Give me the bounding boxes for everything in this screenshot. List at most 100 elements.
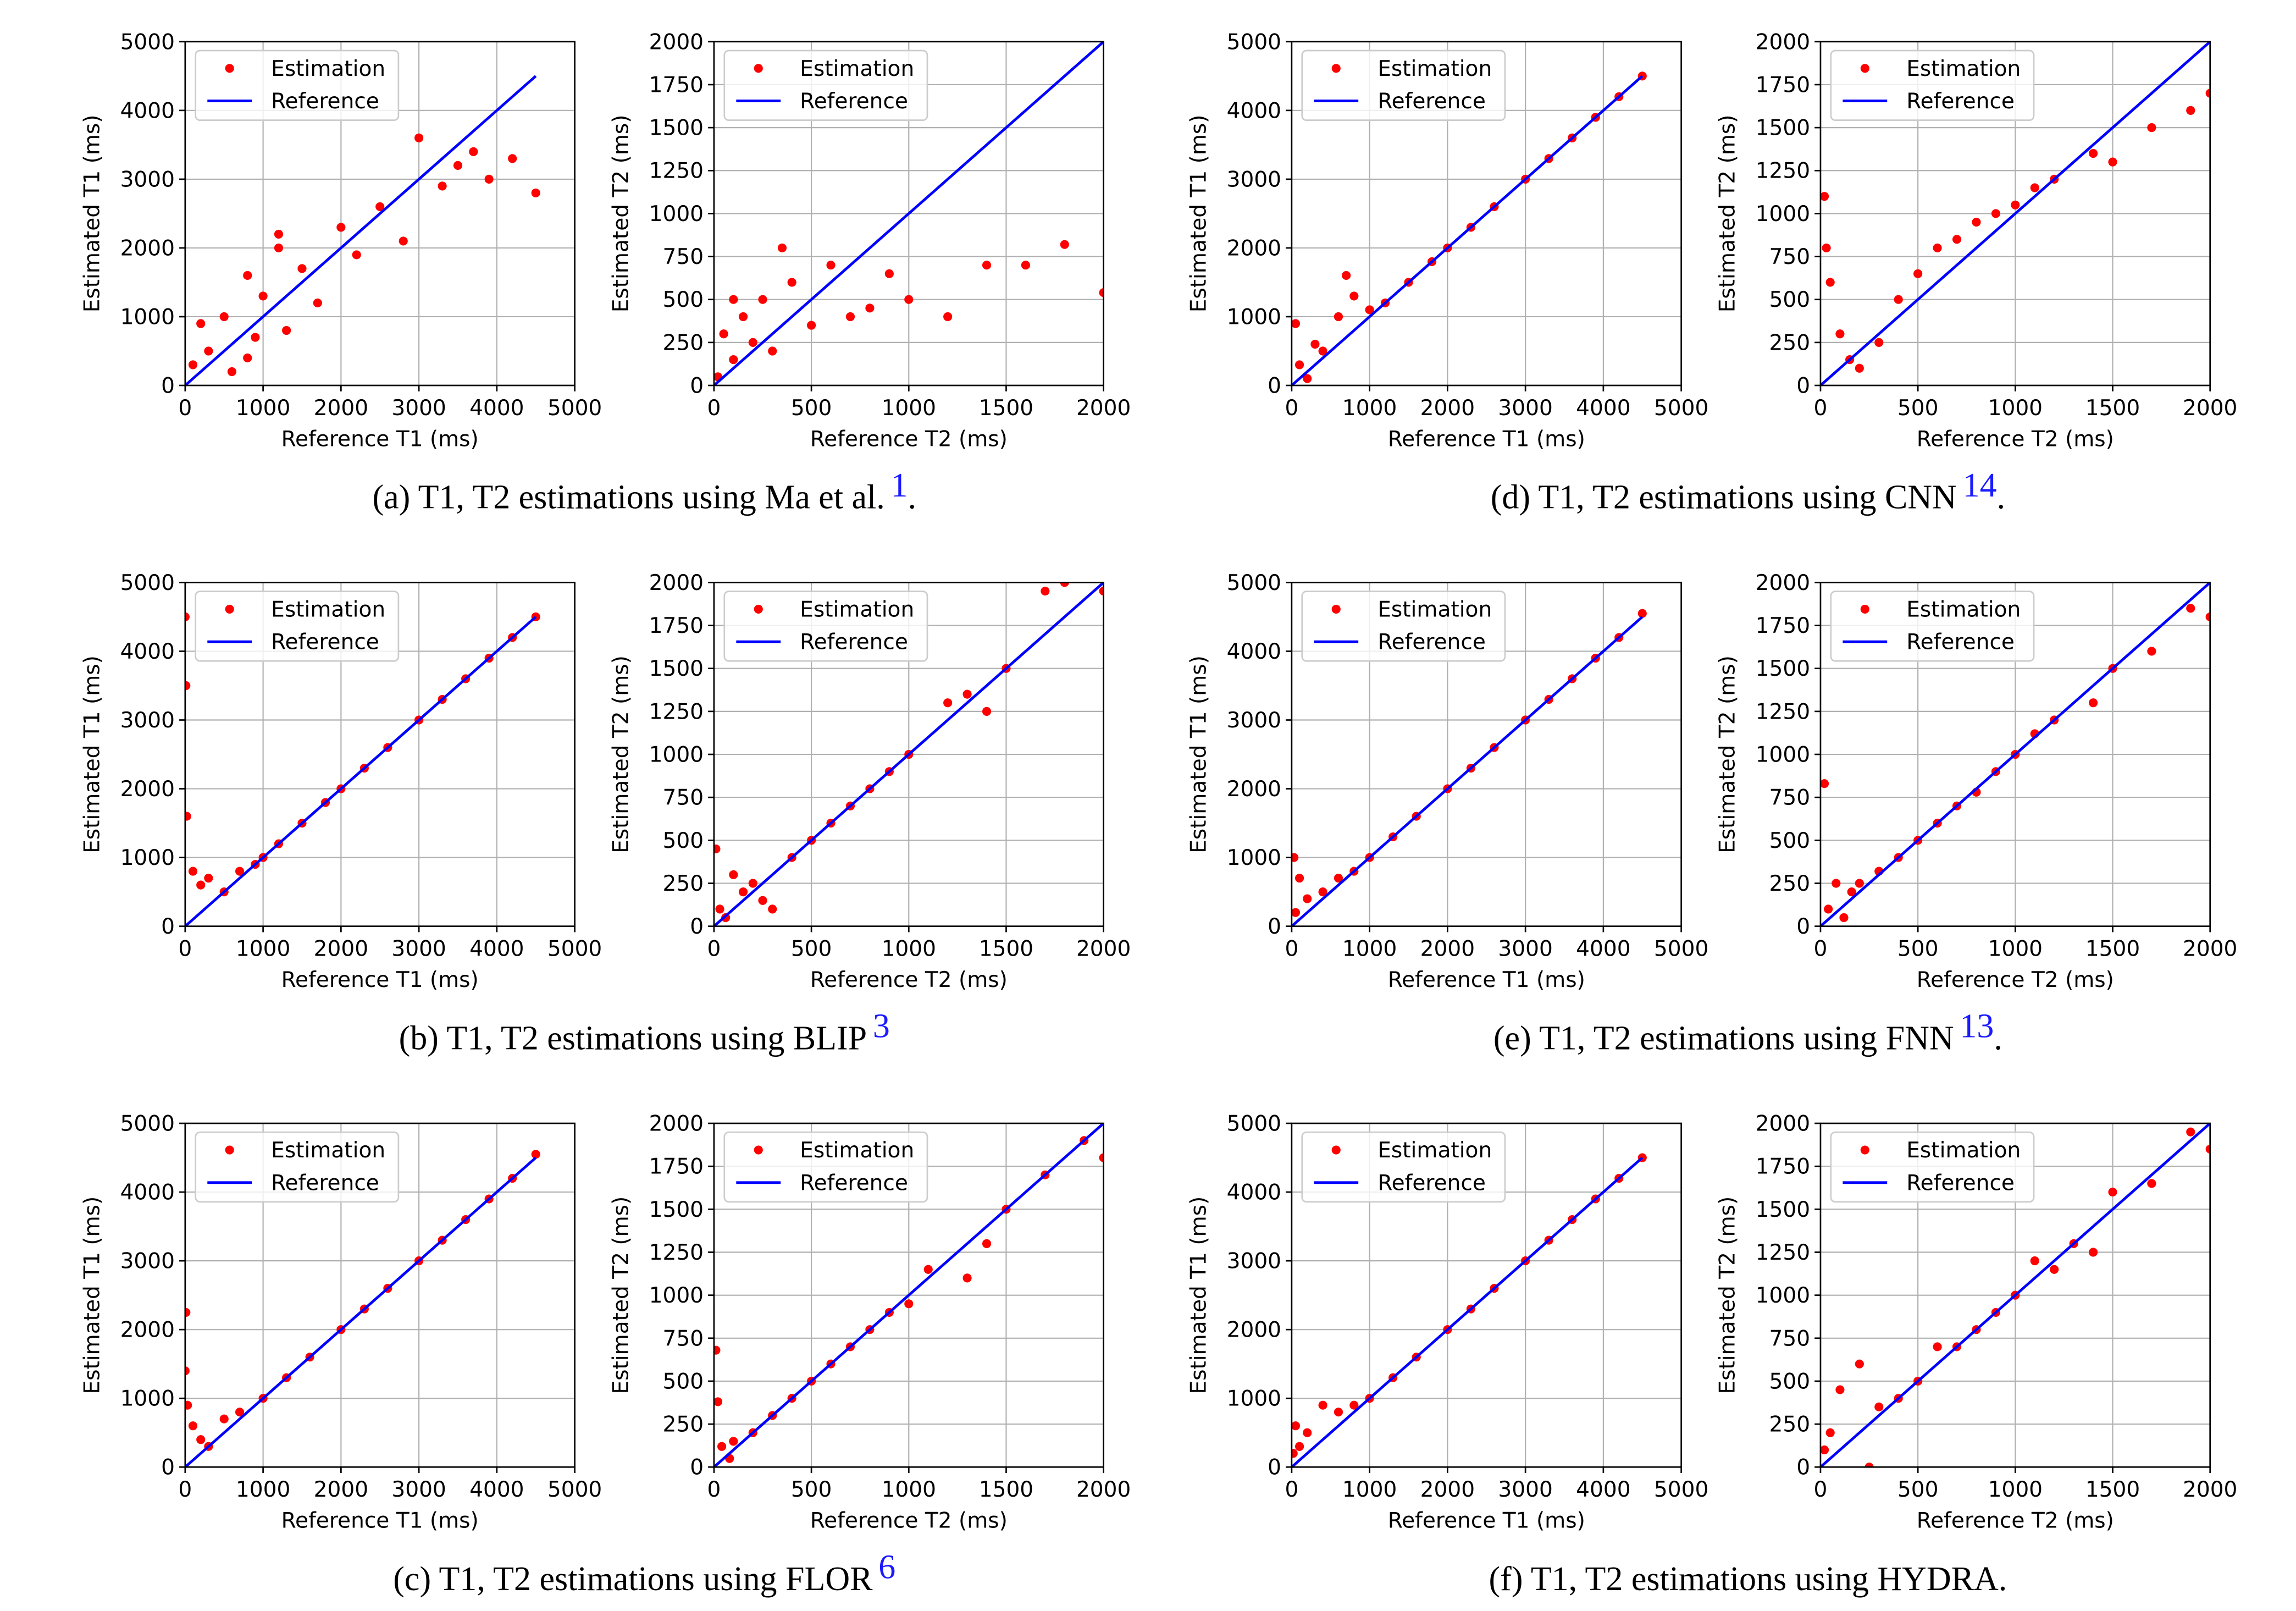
x-tick-label: 5000 [547,396,602,421]
legend-box [1301,49,1506,121]
legend-box [723,591,928,662]
reference-line [1291,75,1644,386]
y-tick-label: 500 [662,288,704,312]
point [1318,346,1327,356]
point [1865,1463,1874,1467]
x-tick-label: 2000 [314,1477,368,1502]
x-tick-label: 0 [707,396,721,421]
legend-label: Reference [1906,1171,2015,1195]
point [1099,288,1104,297]
y-tick-label: 4000 [120,1180,175,1205]
y-tick-label: 2000 [1756,1112,1810,1136]
caption: (a) T1, T2 estimations using Ma et al. 1. [372,467,916,516]
point [715,904,724,914]
point [2147,123,2156,133]
point [787,278,796,287]
point [943,698,953,708]
y-tick-label: 2000 [120,1318,175,1343]
plot-area [185,1150,540,1467]
y-tick-label: 1000 [1227,1387,1281,1411]
y-tick-label: 4000 [1227,98,1281,123]
y-tick-label: 1750 [649,614,704,638]
x-tick-label: 0 [707,937,721,962]
y-tick-label: 1750 [649,73,704,97]
y-axis-label: Estimated T2 (ms) [609,1196,634,1394]
point [235,867,245,876]
y-tick-label: 1250 [649,159,704,184]
y-tick-label: 4000 [1227,639,1281,664]
y-tick-label: 2000 [1756,30,1810,54]
legend-box [1301,1131,1506,1203]
y-tick-label: 1000 [1756,743,1810,768]
plot-area [713,1123,1104,1467]
point [758,295,767,304]
x-tick-label: 2000 [314,396,368,421]
point [438,181,447,191]
reference-line [713,582,1104,926]
point [2088,148,2098,158]
point [204,346,213,356]
x-tick-label: 500 [791,396,832,421]
point [1021,261,1030,270]
y-tick-label: 4000 [120,639,175,664]
y-tick-label: 1500 [1756,656,1810,681]
y-tick-label: 0 [161,914,175,939]
legend-marker [754,604,763,614]
point [258,291,268,301]
point [251,333,260,342]
y-tick-label: 500 [1769,829,1811,853]
caption-text: (f) T1, T2 estimations using HYDRA. [1489,1560,2007,1598]
y-tick-label: 500 [1769,288,1811,312]
x-tick-label: 500 [791,937,832,962]
reference-number: 13 [1960,1008,1994,1045]
reference-line [1820,41,2210,386]
caption: (d) T1, T2 estimations using CNN 14. [1491,467,2005,516]
point [204,874,213,883]
point [531,188,540,197]
point [1874,1402,1884,1411]
scatter-plot: 0 500 1000 1500 2000 0 250 500 750 1000 1250 1500 17… [1716,571,2238,992]
x-tick-label: 500 [1897,1477,1939,1502]
point [1820,1445,1829,1455]
point [352,250,361,260]
point [1822,243,1831,253]
legend-label: Reference [1377,630,1486,655]
x-tick-label: 0 [1814,937,1828,962]
scatter-plot: 0 500 1000 1500 2000 0 250 500 750 1000 1250 1500 17… [609,571,1131,992]
scatter-plot: 0 500 1000 1500 2000 0 250 500 750 1000 1250 1500 17… [609,1112,1131,1533]
x-tick-label: 1500 [979,1477,1033,1502]
point [962,1273,972,1283]
y-tick-label: 2000 [649,1112,704,1136]
point [1318,887,1327,897]
point [1349,291,1359,301]
x-axis-label: Reference T2 (ms) [1917,968,2114,992]
x-tick-label: 2000 [1076,1477,1131,1502]
y-tick-label: 750 [662,245,704,269]
point [2205,612,2210,622]
y-tick-label: 1250 [649,699,704,724]
y-tick-label: 2000 [1756,571,1810,595]
x-tick-label: 500 [791,1477,832,1502]
x-tick-label: 2000 [1420,937,1475,962]
y-tick-label: 750 [1769,1326,1811,1351]
point [713,844,721,854]
point [282,325,291,335]
legend-label: Reference [1377,89,1486,114]
legend-label: Reference [800,89,908,114]
point [884,269,894,278]
x-tick-label: 1000 [882,396,936,421]
y-tick-label: 3000 [120,167,175,192]
point [713,1345,721,1355]
legend-marker [1860,604,1869,614]
point [923,1265,933,1274]
point [1874,338,1884,347]
x-tick-label: 0 [178,1477,192,1502]
x-tick-label: 4000 [469,1477,524,1502]
y-tick-label: 2000 [1227,236,1281,261]
x-tick-label: 2000 [1076,396,1131,421]
x-tick-label: 3000 [391,1477,446,1502]
point [2205,89,2210,98]
point [274,229,284,239]
x-tick-label: 0 [1285,396,1298,421]
x-tick-label: 5000 [547,937,602,962]
